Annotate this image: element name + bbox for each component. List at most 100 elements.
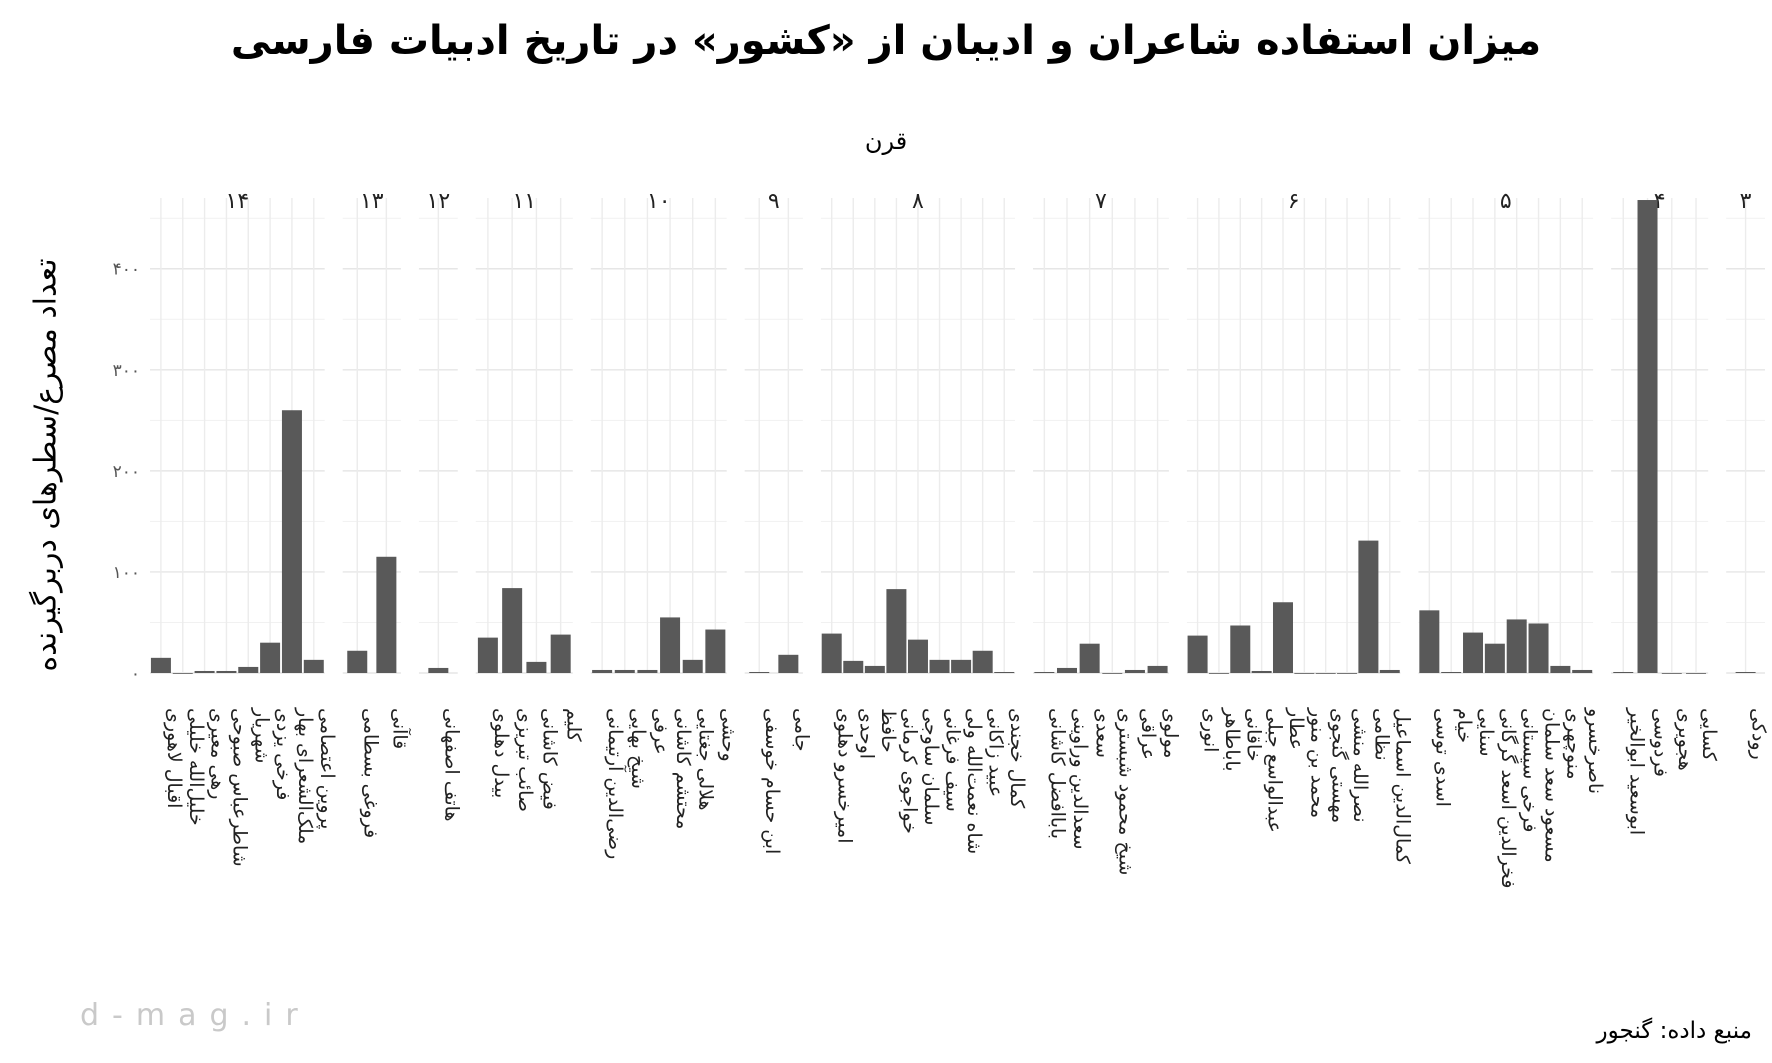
bar [1294, 673, 1315, 674]
poet-label: کسایی [1698, 708, 1720, 762]
poet-label: اقبال لاهوری [163, 708, 185, 808]
poet-label: فردوسی [1650, 708, 1672, 777]
poet-label: محتشم کاشانی [672, 708, 694, 829]
bar [347, 650, 368, 673]
bar [1337, 673, 1358, 674]
facet-label: ۶ [1288, 189, 1300, 214]
poet-label: فرخی سیستانی [1519, 708, 1541, 832]
poet-label: قاآنی [388, 708, 412, 749]
bar [1056, 667, 1077, 673]
bar [682, 659, 703, 673]
bar [260, 642, 281, 673]
bar [172, 673, 193, 674]
poet-label: وحشی [717, 708, 739, 762]
bar [477, 637, 498, 673]
bar [1735, 671, 1756, 673]
poet-label: عبید زاکانی [985, 708, 1007, 797]
poet-label: مولوی [1160, 708, 1182, 758]
bar [1079, 643, 1100, 673]
poet-label: هلالی جغتایی [695, 708, 717, 811]
poet-label: پروین اعتصامی [316, 708, 338, 829]
poet-label: سعدالدین وراوینی [1069, 708, 1091, 850]
poet-label: ناصرخسرو [1584, 707, 1606, 794]
y-tick-label: ۳۰۰ [113, 361, 140, 381]
poet-label: رهی معیری [207, 708, 229, 800]
watermark-text: d-mag.ir [80, 998, 311, 1033]
bar [1463, 632, 1484, 673]
bar [1147, 665, 1168, 673]
poet-label: شیخ محمود شبستری [1114, 708, 1136, 875]
facet-label: ۳ [1740, 189, 1752, 214]
y-tick-label: ۰ [131, 664, 140, 684]
y-tick-label: ۲۰۰ [113, 462, 140, 482]
bar [1230, 625, 1251, 673]
poet-label: اوحدی [855, 708, 877, 759]
poet-label: هجویری [1674, 708, 1696, 771]
bar [614, 669, 635, 673]
bar [907, 639, 928, 673]
facet-label: ۵ [1500, 189, 1512, 214]
facet-strip-title: قرن [864, 127, 908, 155]
poet-label: کمال‌الدین اسماعیل [1392, 708, 1414, 865]
bar [778, 654, 799, 673]
bar [526, 661, 547, 673]
bar [194, 670, 215, 673]
bar [1419, 610, 1440, 673]
bar [972, 650, 993, 673]
bar [502, 588, 523, 673]
bar [1379, 669, 1400, 673]
poet-label: فروغی بسطامی [359, 708, 381, 838]
bar [1484, 643, 1505, 673]
facet-label: ۱۲ [427, 189, 451, 214]
poet-label: فخرالدین اسعد گرگانی [1497, 708, 1520, 889]
facet-label: ۹ [768, 189, 780, 214]
facet-label: ۱۱ [512, 189, 536, 214]
bar [1528, 623, 1549, 673]
poet-label: عطار [1285, 707, 1307, 750]
poet-label: سیف فرغانی [942, 708, 964, 812]
bar [1034, 671, 1055, 673]
poet-label: شاه نعمت‌الله ولی [963, 708, 985, 854]
bar [1441, 671, 1462, 673]
facet-label: ۷ [1095, 189, 1107, 214]
poet-label: مهستی گنجوی [1328, 708, 1351, 823]
poet-label: سعدی [1092, 708, 1114, 758]
poet-label: ملک‌الشعرای بهار [294, 707, 316, 844]
bar [886, 589, 907, 673]
bar [1102, 673, 1123, 674]
poet-label: نظامی [1370, 708, 1392, 761]
facet-label: ۱۴ [226, 189, 250, 214]
facet-label: ۸ [912, 189, 924, 214]
bar [376, 556, 397, 673]
poet-label: انوری [1200, 708, 1222, 752]
bar [238, 666, 259, 673]
bar [1661, 673, 1682, 674]
bar [705, 629, 726, 673]
poet-label: شاطرعباس صبوحی [228, 708, 250, 867]
bar [637, 669, 658, 673]
bar [929, 659, 950, 673]
facet-label: ۱۳ [360, 189, 384, 214]
poet-label: امیرخسرو دهلوی [834, 708, 856, 844]
poet-label: منوچهری [1562, 708, 1584, 780]
bar [550, 634, 571, 673]
bar [951, 659, 972, 673]
poet-label: خواجوی کرمانی [898, 708, 920, 834]
poet-label: شهریار [250, 707, 272, 763]
bar [428, 667, 449, 673]
bar [821, 633, 842, 673]
bar [1358, 540, 1379, 673]
bar [1251, 670, 1272, 673]
bar [1124, 669, 1145, 673]
bar [994, 671, 1015, 673]
poet-label: جامی [790, 708, 812, 752]
poet-label: نصرالله منشی [1349, 708, 1371, 823]
poet-label: هاتف اصفهانی [440, 708, 462, 822]
bar [1315, 673, 1336, 674]
bar [150, 657, 171, 673]
bar [660, 617, 681, 673]
poet-label: فیض کاشانی [538, 708, 560, 810]
y-tick-label: ۱۰۰ [113, 563, 140, 583]
bar [1550, 665, 1571, 673]
poet-label: عراقی [1137, 708, 1159, 760]
